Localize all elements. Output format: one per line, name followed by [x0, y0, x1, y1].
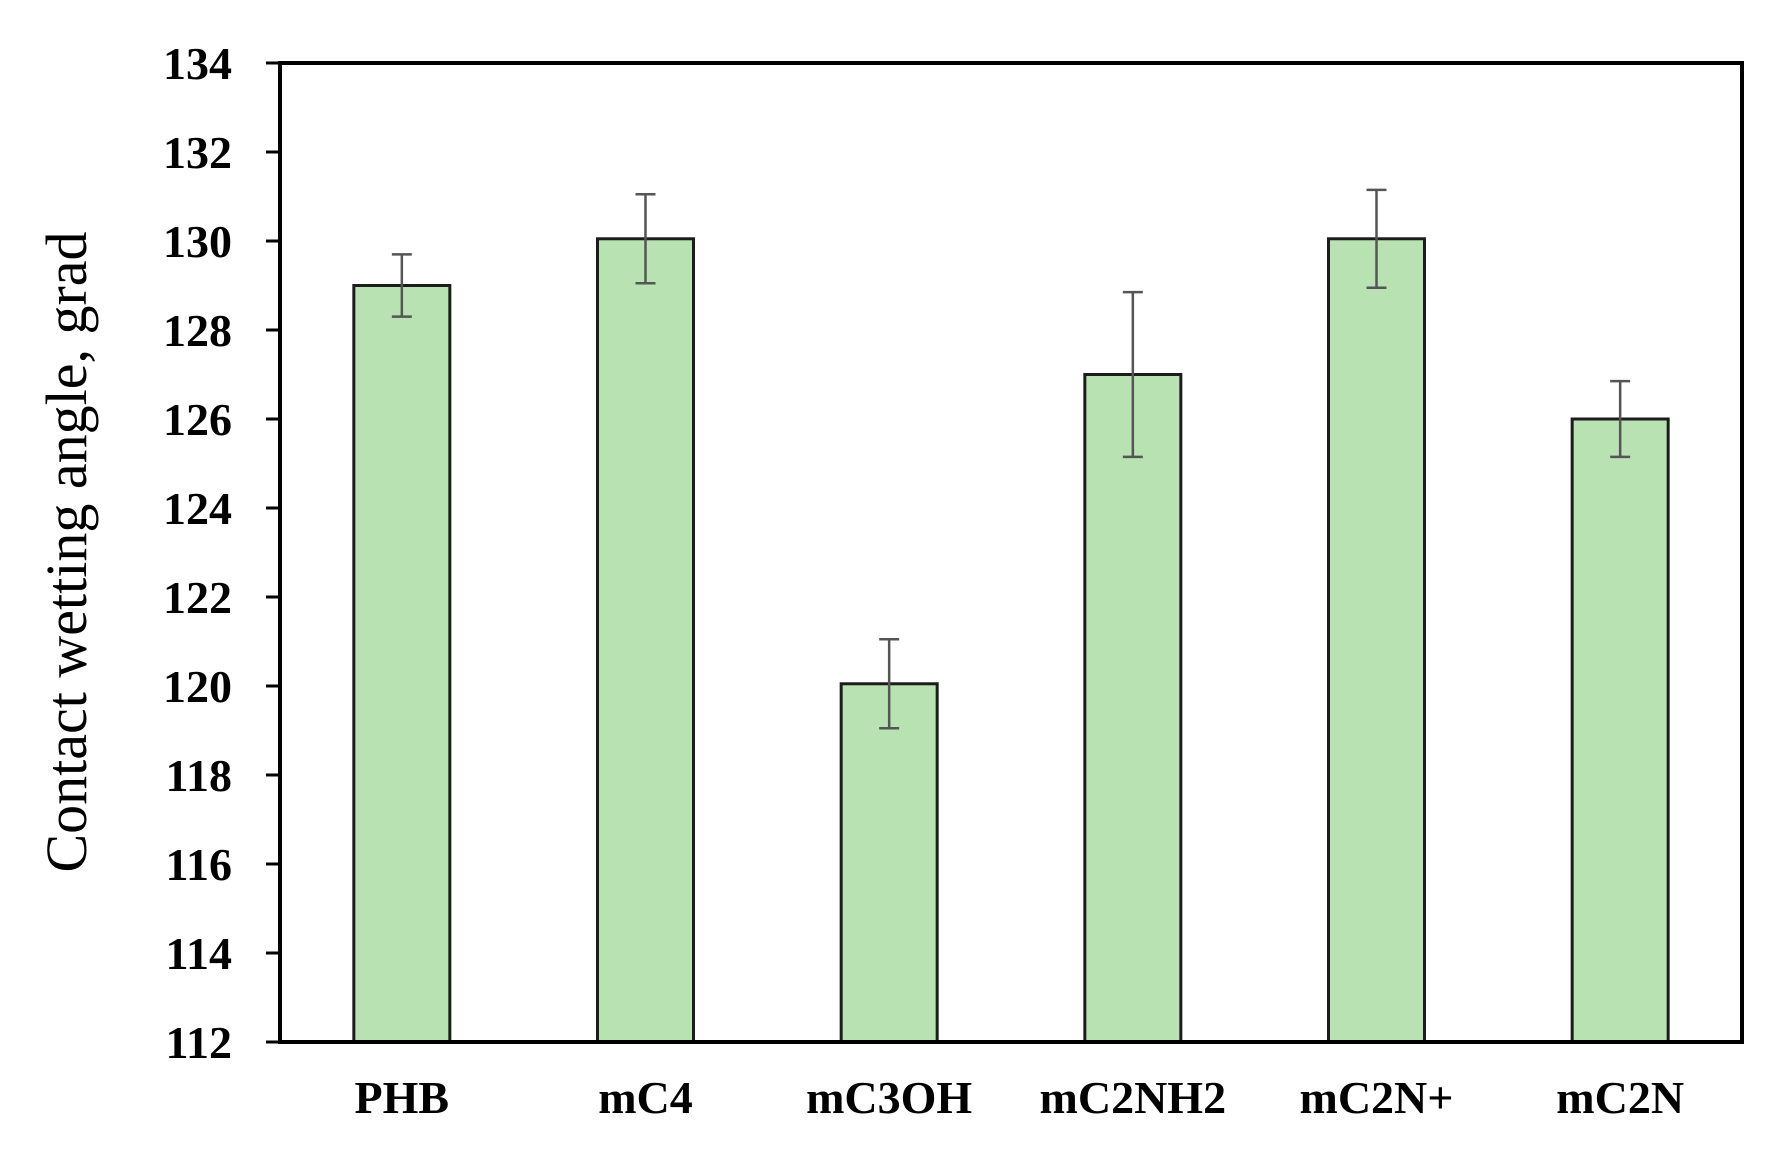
bar-phb	[352, 284, 452, 1044]
x-tick-label: mC2N+	[1300, 1072, 1454, 1123]
x-tick-label: mC3OH	[806, 1072, 972, 1123]
x-tick-label: mC2NH2	[1040, 1072, 1227, 1123]
y-axis: 112 114 116 118 120 122 124 126 128 130 132 134	[163, 38, 280, 1068]
y-tick-label: 130	[163, 216, 232, 267]
bar-mc2nh2	[1083, 373, 1183, 1044]
bar-mc2n	[1570, 417, 1670, 1044]
y-tick-label: 118	[166, 750, 232, 801]
x-tick-label: PHB	[355, 1072, 450, 1123]
bar-mc2n-	[1327, 237, 1426, 1044]
error-bar	[1610, 379, 1631, 459]
y-tick-label: 134	[163, 38, 232, 89]
y-tick-label: 120	[163, 661, 232, 712]
y-tick-label: 124	[163, 483, 232, 534]
y-axis-title: Contact wetting angle, grad	[34, 231, 99, 872]
error-bars-layer	[391, 188, 1631, 730]
error-bar	[879, 638, 900, 730]
y-tick-label: 112	[166, 1017, 232, 1068]
x-tick-label: mC4	[598, 1072, 693, 1123]
x-axis: PHB mC4 mC3OH mC2NH2 mC2N+ mC2N	[355, 1072, 1684, 1123]
bar-mc3oh	[839, 682, 939, 1044]
y-tick-label: 122	[163, 572, 232, 623]
y-tick-label: 116	[166, 839, 232, 890]
bars-layer	[352, 237, 1670, 1044]
y-tick-label: 128	[163, 305, 232, 356]
y-tick-label: 132	[163, 127, 232, 178]
plot-area-frame	[278, 61, 1744, 1044]
error-bar	[1122, 290, 1143, 459]
error-bar	[1366, 188, 1387, 289]
error-bar	[391, 253, 412, 318]
y-tick-label: 114	[166, 928, 232, 979]
x-tick-label: mC2N	[1556, 1072, 1684, 1123]
y-tick-label: 126	[163, 394, 232, 445]
error-bar	[635, 193, 656, 285]
bar-mc4	[596, 237, 695, 1044]
